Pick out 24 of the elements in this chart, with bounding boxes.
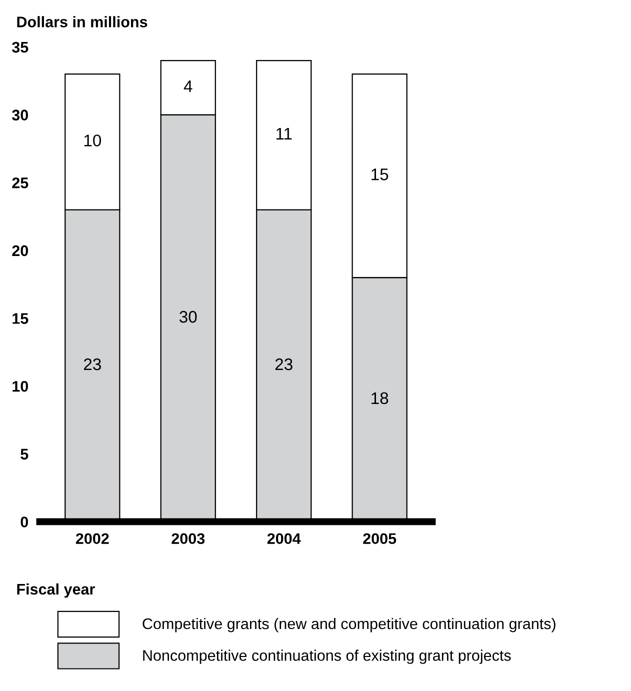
data-label: 23 xyxy=(275,358,292,370)
data-label: 4 xyxy=(184,80,192,92)
x-tick-label: 2004 xyxy=(267,533,301,544)
y-tick-label: 10 xyxy=(12,380,28,392)
y-tick-label: 20 xyxy=(12,245,28,256)
x-tick-label: 2002 xyxy=(76,533,109,544)
data-label: 30 xyxy=(180,310,197,323)
legend-label: Noncompetitive continuations of existing grant projects xyxy=(143,650,511,664)
x-tick-label: 2005 xyxy=(363,533,396,544)
y-axis-title: Dollars in millions xyxy=(17,16,148,28)
data-label: 18 xyxy=(372,392,388,404)
x-axis-title: Fiscal year xyxy=(17,583,95,598)
data-label: 15 xyxy=(372,168,388,180)
y-tick-label: 35 xyxy=(12,42,28,53)
x-tick-label: 2003 xyxy=(172,533,205,544)
legend-label: Competitive grants (new and competitive continuation grants) xyxy=(142,618,556,632)
y-tick-label: 5 xyxy=(20,448,28,460)
y-tick-label: 15 xyxy=(12,313,28,324)
data-label: 11 xyxy=(276,128,292,140)
y-tick-label: 0 xyxy=(20,516,28,528)
data-label: 10 xyxy=(84,134,102,146)
y-tick-label: 25 xyxy=(12,177,28,188)
data-label: 23 xyxy=(84,358,101,370)
y-tick-label: 30 xyxy=(12,110,28,121)
